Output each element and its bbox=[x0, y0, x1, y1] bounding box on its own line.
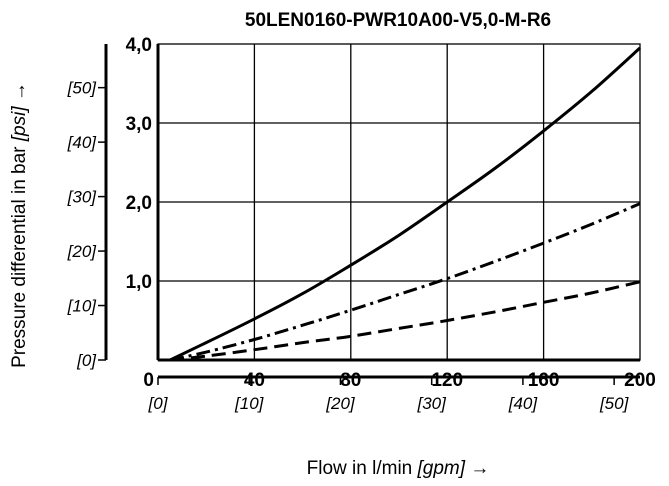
series-group bbox=[169, 46, 642, 362]
x-axis-label-unit: [gpm] bbox=[417, 458, 466, 479]
x-tick-label: 160 bbox=[528, 370, 560, 391]
x-secondary-tick-label: [20] bbox=[325, 394, 356, 413]
y-secondary-tick-label: [30] bbox=[67, 188, 98, 207]
grid bbox=[157, 43, 641, 361]
y-secondary-tick-label: [20] bbox=[67, 242, 98, 261]
y-secondary-tick-label: [10] bbox=[67, 297, 98, 316]
y-secondary-tick-label: [40] bbox=[67, 133, 98, 152]
x-axis-label-arrow: → bbox=[465, 458, 489, 479]
y-axis-label-text: Pressure differential in bar bbox=[9, 141, 30, 368]
chart-title: 50LEN0160-PWR10A00-V5,0-M-R6 bbox=[245, 10, 551, 31]
series-line-solid bbox=[169, 46, 642, 362]
series-line-dashed bbox=[169, 280, 641, 362]
y-axis-label: Pressure differential in bar [psi] → bbox=[9, 82, 30, 368]
x-secondary-tick-label: [10] bbox=[234, 394, 265, 413]
x-secondary-tick-label: [50] bbox=[599, 394, 630, 413]
y-axis-label-arrow: → bbox=[9, 82, 30, 106]
series-line-dash-dot bbox=[169, 202, 641, 362]
x-tick-label: 40 bbox=[244, 370, 265, 391]
y-axis-label-unit: [psi] bbox=[9, 106, 30, 143]
y-secondary-tick-label: [0] bbox=[76, 351, 97, 370]
y-tick-label: 1,0 bbox=[126, 272, 152, 293]
x-tick-label: 80 bbox=[340, 370, 361, 391]
x-axis-label-text: Flow in l/min bbox=[307, 458, 418, 479]
y-tick-label: 4,0 bbox=[126, 35, 152, 56]
x-tick-label: 120 bbox=[431, 370, 463, 391]
axes bbox=[104, 44, 640, 379]
ticks: 0 40 80 120 160 200 1,0 2,0 3,0 4,0 [0] [10] [20] [30… bbox=[67, 35, 656, 413]
x-tick-label: 0 bbox=[143, 370, 154, 391]
x-secondary-tick-label: [30] bbox=[417, 394, 448, 413]
y-tick-label: 3,0 bbox=[126, 114, 152, 135]
x-axis-label: Flow in l/min [gpm] → bbox=[307, 458, 490, 479]
x-secondary-tick-label: [40] bbox=[508, 394, 539, 413]
y-secondary-tick-label: [50] bbox=[67, 79, 98, 98]
x-tick-label: 200 bbox=[624, 370, 656, 391]
y-tick-label: 2,0 bbox=[126, 193, 152, 214]
x-secondary-tick-label: [0] bbox=[148, 394, 169, 413]
